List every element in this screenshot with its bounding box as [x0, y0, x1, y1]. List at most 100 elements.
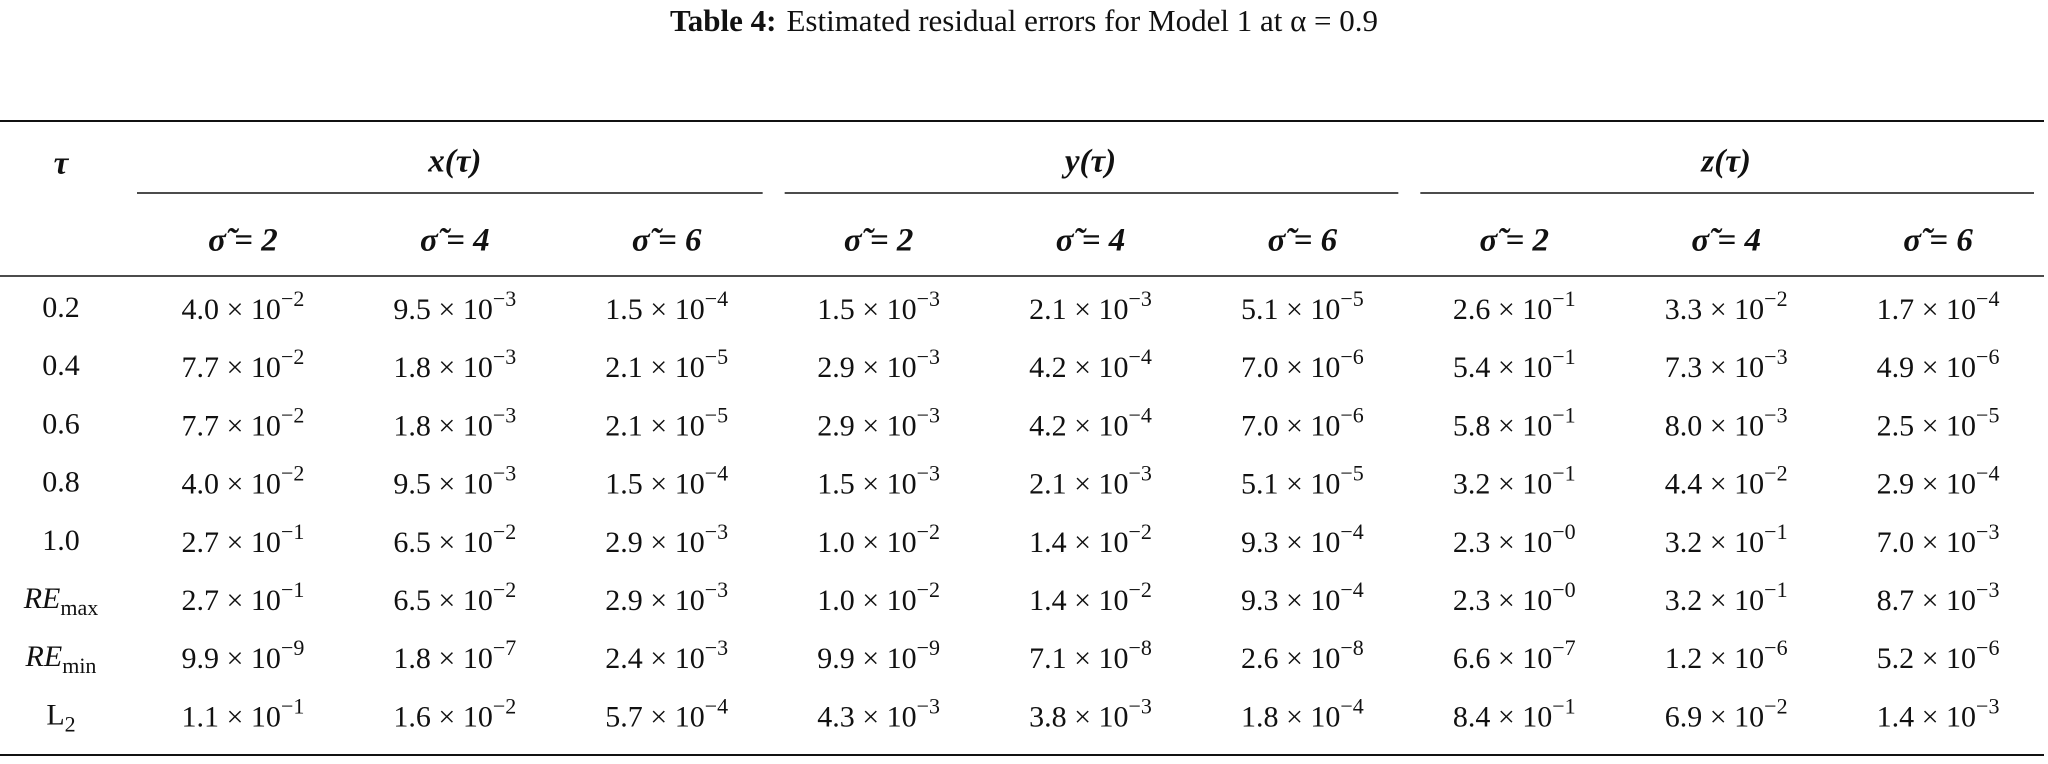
- cell-base: 2.6 × 10: [1453, 293, 1552, 326]
- cell-exponent: −5: [1340, 286, 1363, 311]
- cell-base: 4.0 × 10: [182, 293, 281, 326]
- cell-base: 1.6 × 10: [393, 700, 492, 733]
- cell-base: 1.2 × 10: [1665, 642, 1764, 675]
- cell-base: 9.9 × 10: [182, 642, 281, 675]
- cell: 6.9 × 10−2: [1665, 693, 1788, 733]
- cell-exponent: −6: [1340, 402, 1363, 427]
- cell-exponent: −9: [917, 635, 940, 660]
- cell: 9.3 × 10−4: [1241, 519, 1364, 559]
- subheader: σ̃ = 6: [1268, 223, 1338, 259]
- caption-text: Estimated residual errors for Model 1 at…: [786, 3, 1378, 38]
- cell-exponent: −4: [705, 461, 728, 486]
- cell-exponent: −2: [493, 577, 516, 602]
- cell: 2.7 × 10−1: [182, 519, 305, 559]
- cell-base: 2.7 × 10: [182, 584, 281, 617]
- cell-base: 6.6 × 10: [1453, 642, 1552, 675]
- cell-exponent: −2: [1764, 461, 1787, 486]
- cell-base: 2.9 × 10: [1877, 467, 1976, 500]
- cell-exponent: −2: [1764, 286, 1787, 311]
- row-label-text: 0.6: [42, 407, 80, 440]
- cell-base: 1.4 × 10: [1029, 526, 1128, 559]
- cell-exponent: −2: [281, 344, 304, 369]
- cell: 2.9 × 10−3: [817, 402, 940, 442]
- cell-exponent: −3: [1976, 519, 1999, 544]
- subheader: σ̃ = 4: [1691, 223, 1761, 259]
- cell-exponent: −3: [1129, 286, 1152, 311]
- cell-base: 4.0 × 10: [182, 467, 281, 500]
- cell-base: 5.8 × 10: [1453, 409, 1552, 442]
- cell-base: 1.5 × 10: [817, 293, 916, 326]
- cell-base: 1.8 × 10: [393, 351, 492, 384]
- cell-base: 9.5 × 10: [393, 293, 492, 326]
- cell-exponent: −1: [1764, 577, 1787, 602]
- cell-exponent: −5: [705, 344, 728, 369]
- cell-base: 9.5 × 10: [393, 467, 492, 500]
- cell-exponent: −2: [281, 461, 304, 486]
- cell: 1.4 × 10−2: [1029, 519, 1152, 559]
- cell: 3.2 × 10−1: [1453, 461, 1576, 501]
- cell: 8.4 × 10−1: [1453, 693, 1576, 733]
- cell-exponent: −4: [1340, 577, 1363, 602]
- cell-base: 1.0 × 10: [817, 526, 916, 559]
- cell: 2.5 × 10−5: [1877, 402, 2000, 442]
- row-label: L2: [46, 698, 75, 736]
- cell-exponent: −8: [1129, 635, 1152, 660]
- row-label-text: 1.0: [42, 524, 80, 557]
- cell: 2.9 × 10−4: [1877, 461, 2000, 501]
- cell-exponent: −1: [281, 693, 304, 718]
- cell-base: 5.4 × 10: [1453, 351, 1552, 384]
- cell-base: 7.0 × 10: [1241, 351, 1340, 384]
- row-label: 1.0: [42, 524, 80, 557]
- cell-exponent: −2: [493, 693, 516, 718]
- cell-base: 3.2 × 10: [1665, 526, 1764, 559]
- cell: 6.5 × 10−2: [393, 519, 516, 559]
- cell: 9.9 × 10−9: [817, 635, 940, 675]
- cell-exponent: −6: [1976, 635, 1999, 660]
- cell-exponent: −3: [917, 461, 940, 486]
- cell: 9.3 × 10−4: [1241, 577, 1364, 617]
- cell: 2.1 × 10−5: [605, 344, 728, 384]
- cell: 4.9 × 10−6: [1877, 344, 2000, 384]
- cell-base: 4.2 × 10: [1029, 409, 1128, 442]
- cell: 1.5 × 10−4: [605, 461, 728, 501]
- subheader: σ̃ = 6: [632, 223, 702, 259]
- cell: 4.4 × 10−2: [1665, 461, 1788, 501]
- cell-exponent: −7: [1552, 635, 1575, 660]
- cell-exponent: −3: [493, 402, 516, 427]
- cell-exponent: −1: [1552, 402, 1575, 427]
- cell: 1.1 × 10−1: [182, 693, 305, 733]
- cell: 4.2 × 10−4: [1029, 344, 1152, 384]
- cell: 2.3 × 10−0: [1453, 519, 1576, 559]
- cell: 9.9 × 10−9: [182, 635, 305, 675]
- cell-exponent: −4: [1129, 402, 1152, 427]
- cell-exponent: −3: [705, 577, 728, 602]
- cell: 2.9 × 10−3: [817, 344, 940, 384]
- row-label: 0.2: [42, 291, 80, 324]
- cell-base: 1.8 × 10: [393, 642, 492, 675]
- cell: 5.1 × 10−5: [1241, 461, 1364, 501]
- cell: 2.4 × 10−3: [605, 635, 728, 675]
- cell: 9.5 × 10−3: [393, 461, 516, 501]
- cell: 2.6 × 10−8: [1241, 635, 1364, 675]
- cell-exponent: −4: [1340, 519, 1363, 544]
- cell: 8.7 × 10−3: [1877, 577, 2000, 617]
- cell: 1.2 × 10−6: [1665, 635, 1788, 675]
- cell: 5.2 × 10−6: [1877, 635, 2000, 675]
- cell-base: 1.0 × 10: [817, 584, 916, 617]
- row-label-sub: 2: [65, 711, 76, 736]
- cell-exponent: −3: [1976, 577, 1999, 602]
- group-header: y(τ): [1061, 144, 1116, 180]
- cell-base: 8.0 × 10: [1665, 409, 1764, 442]
- cell-base: 5.2 × 10: [1877, 642, 1976, 675]
- cell-exponent: −1: [1552, 461, 1575, 486]
- cell-base: 6.9 × 10: [1665, 700, 1764, 733]
- row-label: 0.4: [42, 349, 80, 382]
- cell-base: 1.5 × 10: [817, 467, 916, 500]
- cell-base: 3.3 × 10: [1665, 293, 1764, 326]
- row-label: REmax: [23, 582, 99, 620]
- subheader: σ̃ = 4: [420, 223, 490, 259]
- cell-base: 9.3 × 10: [1241, 526, 1340, 559]
- cell-base: 2.9 × 10: [605, 584, 704, 617]
- row-label-text: L: [46, 698, 64, 731]
